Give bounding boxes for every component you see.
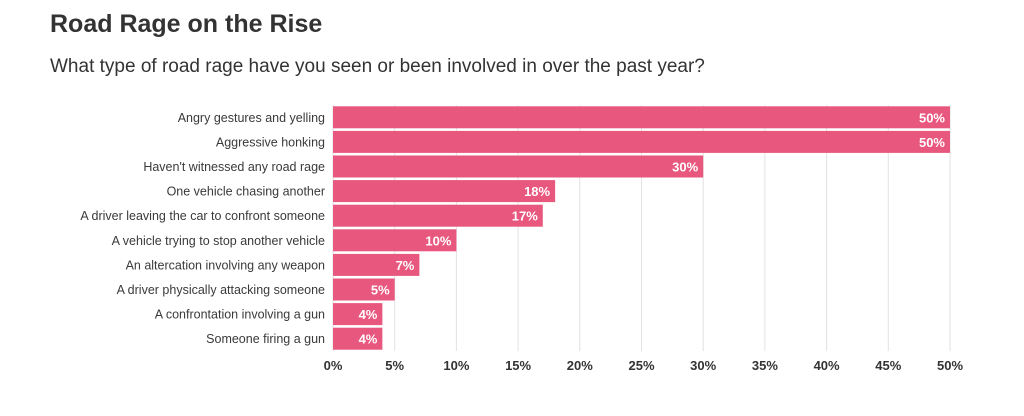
bar	[333, 303, 383, 326]
x-tick-label: 15%	[505, 358, 531, 373]
category-label: A confrontation involving a gun	[155, 308, 325, 322]
category-label: A driver leaving the car to confront som…	[80, 209, 325, 223]
bar	[333, 155, 704, 178]
category-label: Someone firing a gun	[206, 332, 325, 346]
x-tick-label: 50%	[937, 358, 963, 373]
category-label: A vehicle trying to stop another vehicle	[112, 234, 325, 248]
bar	[333, 106, 950, 129]
category-label: Angry gestures and yelling	[178, 111, 325, 125]
data-label: 50%	[919, 135, 945, 150]
data-label: 7%	[396, 258, 415, 273]
category-label: An altercation involving any weapon	[126, 258, 325, 272]
x-tick-label: 25%	[628, 358, 654, 373]
bar	[333, 327, 383, 350]
x-tick-label: 10%	[443, 358, 469, 373]
data-label: 50%	[919, 110, 945, 125]
bar	[333, 204, 543, 227]
data-label: 4%	[359, 332, 378, 347]
category-label: Aggressive honking	[216, 135, 325, 149]
category-label: Haven't witnessed any road rage	[143, 160, 325, 174]
bar	[333, 130, 950, 153]
category-label: One vehicle chasing another	[167, 185, 325, 199]
x-tick-label: 40%	[814, 358, 840, 373]
x-tick-label: 0%	[324, 358, 343, 373]
bar	[333, 278, 395, 301]
data-label: 5%	[371, 283, 390, 298]
x-tick-label: 45%	[875, 358, 901, 373]
x-tick-label: 35%	[752, 358, 778, 373]
bar	[333, 180, 556, 203]
data-label: 10%	[425, 233, 451, 248]
x-tick-label: 5%	[385, 358, 404, 373]
data-label: 30%	[672, 160, 698, 175]
data-label: 4%	[359, 307, 378, 322]
bar	[333, 229, 457, 252]
x-tick-label: 20%	[567, 358, 593, 373]
chart-title: Road Rage on the Rise	[50, 10, 323, 38]
chart-subtitle: What type of road rage have you seen or …	[50, 56, 705, 77]
data-label: 18%	[524, 184, 550, 199]
bar	[333, 253, 420, 276]
x-tick-label: 30%	[690, 358, 716, 373]
category-label: A driver physically attacking someone	[117, 283, 325, 297]
data-label: 17%	[512, 209, 538, 224]
